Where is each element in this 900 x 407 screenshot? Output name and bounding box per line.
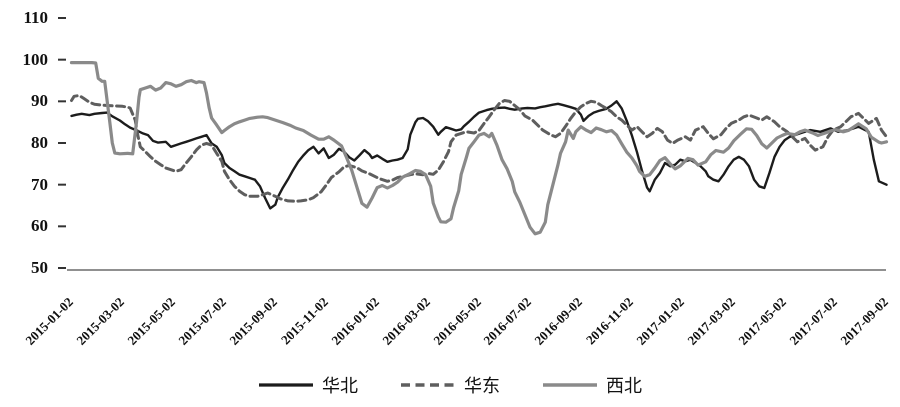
legend-item-huabei: 华北 xyxy=(258,372,358,398)
y-tick-label: 110 xyxy=(23,8,48,27)
series-line-华东 xyxy=(70,94,888,203)
dashed-gray-line-swatch-icon xyxy=(401,383,455,387)
legend-label: 华北 xyxy=(322,376,358,396)
series-line-西北 xyxy=(69,60,889,236)
y-tick-label: 50 xyxy=(31,258,48,277)
solid-gray-line-swatch-icon xyxy=(543,383,597,387)
solid-black-line-swatch-icon xyxy=(259,383,313,387)
legend-label: 西北 xyxy=(606,376,642,396)
legend-item-xibei: 西北 xyxy=(542,372,642,398)
y-tick-label: 60 xyxy=(31,216,48,236)
legend-label: 华东 xyxy=(464,376,500,396)
y-tick-label: 80 xyxy=(31,133,48,152)
y-tick-label: 90 xyxy=(31,91,48,111)
y-tick-label: 100 xyxy=(22,49,49,69)
legend-item-huadong: 华东 xyxy=(400,372,500,398)
legend: 华北 华东 西北 xyxy=(0,372,900,398)
y-tick-label: 70 xyxy=(31,174,48,194)
series-line-华北 xyxy=(70,100,888,210)
